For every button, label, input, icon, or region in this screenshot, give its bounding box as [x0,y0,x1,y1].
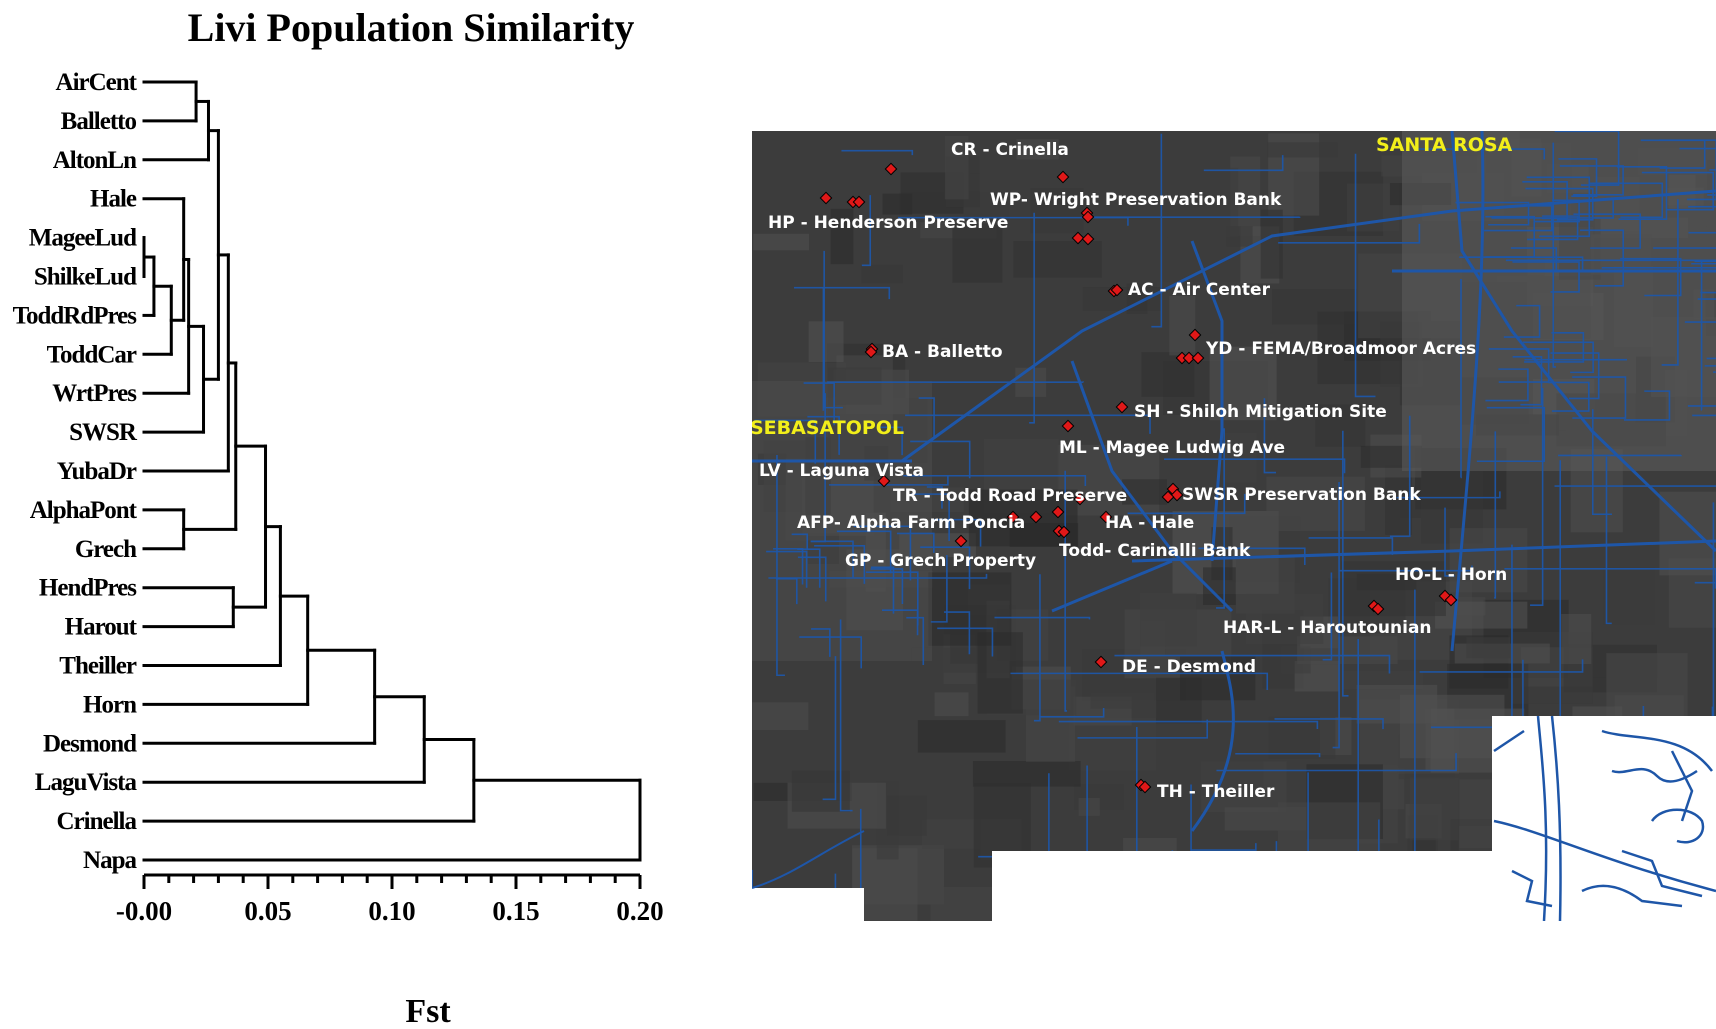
site-label-cr-crinella: CR - Crinella [951,140,1069,160]
leaf-label-theiller: Theiller [59,653,137,680]
site-marker [1444,593,1458,607]
leaf-label-mageelud: MageeLud [29,225,137,252]
leaf-label-toddcar: ToddCar [47,341,137,368]
site-label-afp-alpha-farm-poncia: AFP- Alpha Farm Poncia [797,513,1025,533]
site-label-swsr-preservation-bank: SWSR Preservation Bank [1182,485,1421,505]
dendrogram-branches [142,80,642,862]
site-label-lv-laguna-vista: LV - Laguna Vista [759,461,924,481]
tick-label-0-05: 0.05 [244,896,291,926]
leaf-label-alphapont: AlphaPont [30,497,138,524]
site-map: CR - Crinella WP- Wright Preservation Ban… [752,131,1716,921]
leaf-label-wrtpres: WrtPres [52,380,137,407]
city-label-sebasatopol: SEBASATOPOL [752,417,904,439]
site-marker [1099,510,1113,524]
site-marker [884,162,898,176]
site-marker [852,195,866,209]
site-label-sh-shiloh-mitigation-site: SH - Shiloh Mitigation Site [1134,402,1387,422]
leaf-label-napa: Napa [83,847,137,874]
site-marker [1056,170,1070,184]
site-marker [1094,655,1108,669]
site-marker [819,191,833,205]
site-marker [1029,510,1043,524]
site-marker [1175,351,1189,365]
x-axis-label: Fst [405,993,451,1029]
leaf-label-hale: Hale [90,186,137,213]
leaf-label-swsr: SWSR [69,419,138,446]
site-marker [1170,488,1184,502]
site-label-ha-hale: HA - Hale [1105,513,1194,533]
site-marker [1061,419,1075,433]
map-image: CR - Crinella WP- Wright Preservation Ban… [752,131,1716,921]
leaf-label-desmond: Desmond [43,730,137,757]
tick-label-0-15: 0.15 [492,896,539,926]
city-label-santa-rosa: SANTA ROSA [1376,134,1513,156]
site-marker [864,345,878,359]
site-label-ac-air-center: AC - Air Center [1128,280,1271,300]
site-marker [1057,525,1071,539]
site-marker [1110,283,1124,297]
site-marker [1161,490,1175,504]
tick-label-0-00: -0.00 [116,896,172,926]
tick-label-0-20: 0.20 [616,896,663,926]
site-marker [1073,492,1087,506]
leaf-label-shilkelud: ShilkeLud [34,264,137,291]
leaf-label-hendpres: HendPres [39,575,137,602]
site-label-ba-balletto: BA - Balletto [882,342,1003,362]
site-label-todd-carinalli-bank: Todd- Carinalli Bank [1059,541,1251,561]
tick-label-0-10: 0.10 [368,896,415,926]
leaf-label-crinella: Crinella [57,808,138,835]
site-label-har-l-haroutounian: HAR-L - Haroutounian [1223,618,1432,638]
chart-title: Livi Population Similarity [188,5,635,50]
leaf-label-harout: Harout [65,614,138,641]
site-marker [1081,210,1095,224]
site-label-wp-wright-preservation-bank: WP- Wright Preservation Bank [990,190,1282,210]
site-marker [1182,351,1196,365]
site-marker [1371,602,1385,616]
site-marker [1115,400,1129,414]
site-marker [954,534,968,548]
leaf-labels: AirCent Balletto AltonLn Hale MageeLud Shilke… [13,69,139,874]
site-label-ml-magee-ludwig-ave: ML - Magee Ludwig Ave [1059,438,1285,458]
site-marker [1071,231,1085,245]
site-label-gp-grech-property: GP - Grech Property [845,551,1036,571]
site-marker [1188,328,1202,342]
leaf-label-toddrdpres: ToddRdPres [13,302,138,329]
site-marker [877,474,891,488]
site-marker [1081,232,1095,246]
site-marker [1138,780,1152,794]
site-label-ho-l-horn: HO-L - Horn [1395,565,1507,585]
leaf-label-yubadr: YubaDr [57,458,137,485]
dendrogram-chart: Livi Population Similarity AirCent Ballet… [13,5,664,1029]
leaf-label-altonln: AltonLn [53,147,137,174]
site-marker [1051,505,1065,519]
site-label-yd-fema-broadmoor-acres: YD - FEMA/Broadmoor Acres [1205,339,1476,359]
site-marker [1191,351,1205,365]
site-label-tr-todd-road-preserve: TR - Todd Road Preserve [893,486,1127,506]
leaf-label-aircent: AirCent [56,69,138,96]
site-marker [1006,510,1020,524]
leaf-label-horn: Horn [83,691,137,718]
leaf-label-laguvista: LaguVista [35,769,138,796]
leaf-label-grech: Grech [75,536,137,563]
leaf-label-balletto: Balletto [61,108,137,135]
site-label-hp-henderson-preserve: HP - Henderson Preserve [768,213,1008,233]
x-axis: -0.00 0.05 0.10 0.15 0.20 [116,873,664,926]
site-label-th-theiller: TH - Theiller [1157,782,1275,802]
site-label-de-desmond: DE - Desmond [1122,657,1256,677]
